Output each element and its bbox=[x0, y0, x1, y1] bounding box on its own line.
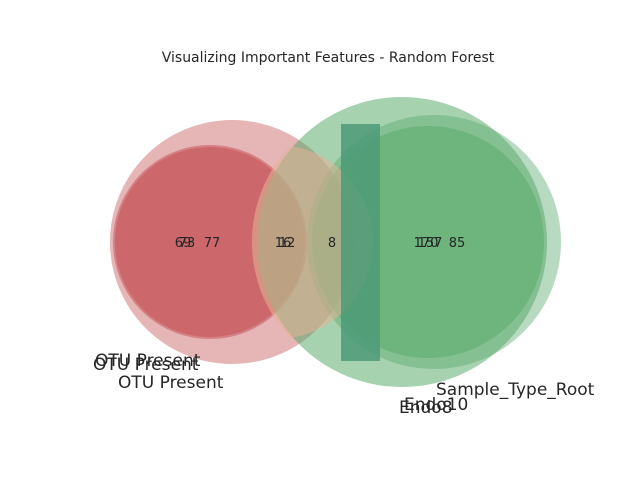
red-set-circle-b bbox=[115, 147, 305, 337]
diagram-title: Visualizing Important Features - Random … bbox=[162, 50, 495, 66]
count-label: 77 bbox=[204, 236, 221, 251]
set-label: Endo10 bbox=[404, 395, 468, 415]
count-label: 170 bbox=[414, 236, 439, 251]
count-label: 73 bbox=[179, 236, 196, 251]
count-label: 157 bbox=[418, 236, 443, 251]
set-label: OTU Present bbox=[95, 351, 201, 371]
count-label: 16 bbox=[275, 236, 292, 251]
rect-set-bar bbox=[341, 124, 380, 361]
set-label: OTU Present bbox=[118, 373, 224, 393]
set-label: Sample_Type_Root bbox=[436, 380, 595, 400]
set-label: OTU Present bbox=[93, 355, 199, 375]
count-label: 85 bbox=[449, 236, 466, 251]
set-label: Endo8 bbox=[399, 398, 453, 418]
count-label: 69 bbox=[175, 236, 192, 251]
count-label: 12 bbox=[279, 236, 296, 251]
count-label: 8 bbox=[328, 236, 336, 251]
